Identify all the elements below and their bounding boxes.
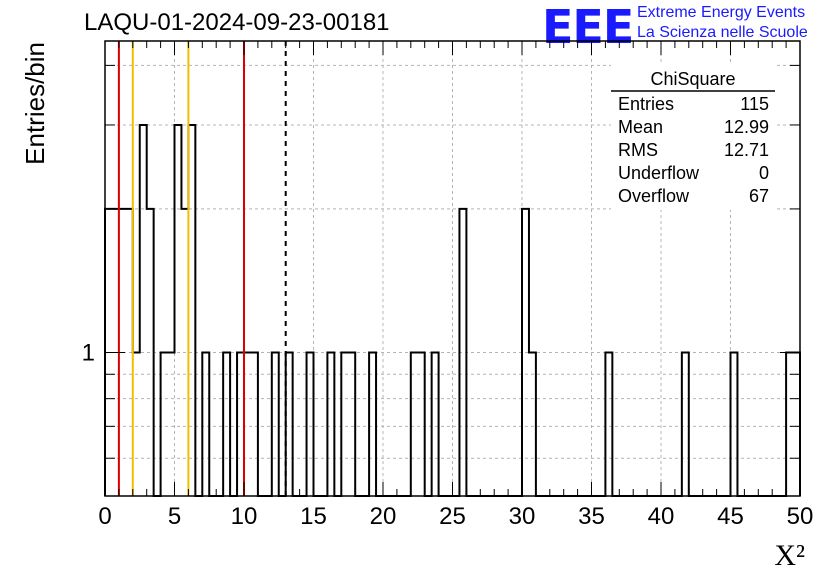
histogram-bin: [272, 352, 279, 496]
x-tick-label: 20: [370, 503, 397, 530]
x-tick-label: 15: [300, 503, 327, 530]
histogram-bin: [418, 352, 425, 496]
histogram-bin: [348, 352, 355, 496]
x-tick-label: 30: [509, 503, 536, 530]
histogram-bin: [307, 352, 314, 496]
x-tick-label: 10: [231, 503, 258, 530]
histogram-bin: [341, 352, 348, 496]
histogram-bin: [175, 125, 182, 496]
histogram-bin: [682, 352, 689, 496]
histogram-bin: [140, 125, 147, 496]
stats-box-frame: [611, 62, 775, 210]
x-tick-label: 35: [578, 503, 605, 530]
histogram-bin: [459, 209, 466, 496]
histogram-bin: [327, 352, 334, 496]
histogram-bin: [605, 352, 612, 496]
stats-row-value: 115: [740, 94, 769, 114]
org-name-line2: La Scienza nelle Scuole: [637, 24, 808, 41]
histogram-bin: [202, 352, 209, 496]
stats-row-value: 0: [759, 163, 769, 183]
axis-labels-layer: 0 5 10 15 20 25 30 35 40 45 50 1 Entries/bin X²: [20, 42, 813, 572]
stats-row-label: Overflow: [618, 186, 690, 206]
threshold-lines-layer: [117, 41, 287, 496]
histogram-bin: [286, 352, 293, 496]
y-tick-label: 1: [82, 339, 95, 366]
stats-box: ChiSquare Entries 115 Mean 12.99 RMS 12.…: [611, 62, 775, 210]
stats-row-label: Underflow: [618, 163, 700, 183]
y-axis-title: Entries/bin: [20, 42, 50, 165]
histogram-bin: [411, 352, 418, 496]
histogram-bin: [237, 352, 244, 496]
histogram-bin: [147, 209, 154, 496]
histogram-bin: [522, 209, 529, 496]
histogram-bin: [188, 125, 195, 496]
stats-row-value: 12.99: [724, 117, 769, 137]
histogram-bin: [251, 352, 258, 496]
x-tick-label: 25: [439, 503, 466, 530]
org-name-line1: Extreme Energy Events: [637, 4, 806, 21]
stats-title: ChiSquare: [650, 69, 735, 89]
histogram-bin: [168, 352, 175, 496]
stats-row-value: 67: [749, 186, 769, 206]
x-tick-label: 50: [787, 503, 814, 530]
histogram-bin: [161, 352, 168, 496]
histogram-bin: [223, 352, 230, 496]
x-axis-title: X²: [774, 539, 805, 572]
stats-row-label: Entries: [618, 94, 674, 114]
x-tick-label: 40: [648, 503, 675, 530]
histogram-bin: [126, 209, 133, 496]
stats-row-label: Mean: [618, 117, 663, 137]
histogram-bin: [244, 352, 251, 496]
histogram-bin: [432, 352, 439, 496]
histogram-bin: [529, 352, 536, 496]
histogram-bin: [731, 352, 738, 496]
histogram-bin: [369, 352, 376, 496]
x-tick-label: 45: [717, 503, 744, 530]
x-tick-label: 0: [98, 503, 111, 530]
chart-title: LAQU-01-2024-09-23-00181: [84, 9, 390, 36]
histogram-bin: [133, 352, 140, 496]
stats-row-value: 12.71: [724, 140, 769, 160]
histogram-bin: [181, 209, 188, 496]
stats-row-label: RMS: [618, 140, 658, 160]
axis-ticks-layer: [104, 41, 801, 496]
x-tick-label: 5: [168, 503, 181, 530]
